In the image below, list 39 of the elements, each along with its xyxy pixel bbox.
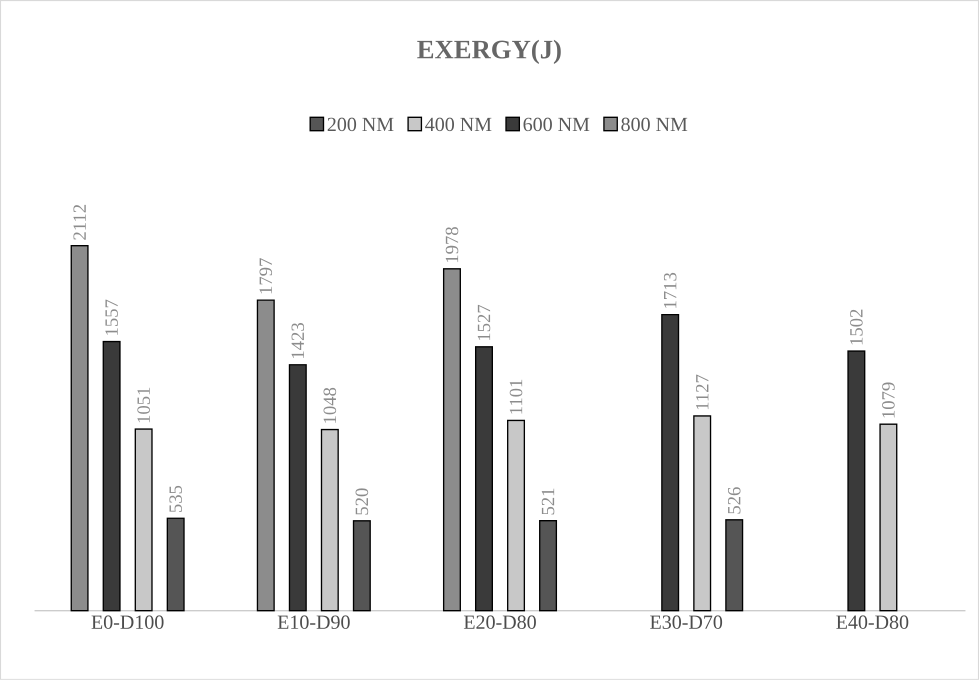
legend-label: 400 NM (425, 118, 492, 132)
x-tick-label: E30-D70 (650, 615, 722, 629)
legend-label: 800 NM (621, 118, 688, 132)
data-label: 1423 (292, 323, 304, 358)
data-label: 1557 (105, 300, 118, 335)
data-label: 1101 (510, 380, 522, 414)
data-label: 520 (356, 488, 368, 515)
data-label: 1051 (137, 388, 150, 422)
bar (442, 268, 461, 612)
bar (661, 314, 680, 612)
data-label: 535 (169, 486, 182, 512)
data-label: 1127 (696, 374, 708, 410)
data-label: 1713 (664, 272, 676, 308)
data-label: 1797 (260, 258, 272, 294)
bar (352, 520, 371, 612)
data-label: 1978 (446, 227, 458, 262)
bar (102, 340, 121, 612)
legend-label: 200 NM (328, 118, 394, 132)
bar (166, 518, 185, 612)
bar (474, 346, 493, 612)
bar (288, 364, 307, 612)
chart-title: EXERGY(J) (417, 40, 561, 64)
x-tick-label: E40-D80 (836, 615, 908, 629)
data-label: 1527 (478, 304, 490, 340)
x-tick-label: E20-D80 (464, 615, 536, 629)
data-label: 526 (728, 487, 741, 514)
bar (725, 519, 744, 612)
data-label: 521 (542, 488, 554, 514)
data-label: 2112 (73, 204, 86, 240)
data-label: 1502 (850, 310, 863, 344)
x-tick-label: E0-D100 (92, 615, 164, 629)
data-label: 1048 (324, 388, 336, 423)
bar (539, 520, 558, 612)
bar (847, 350, 866, 612)
legend-label: 600 NM (524, 118, 590, 132)
x-tick-label: E10-D90 (278, 615, 350, 629)
bar (256, 299, 275, 612)
bar (70, 245, 89, 612)
data-label: 1079 (882, 382, 895, 418)
